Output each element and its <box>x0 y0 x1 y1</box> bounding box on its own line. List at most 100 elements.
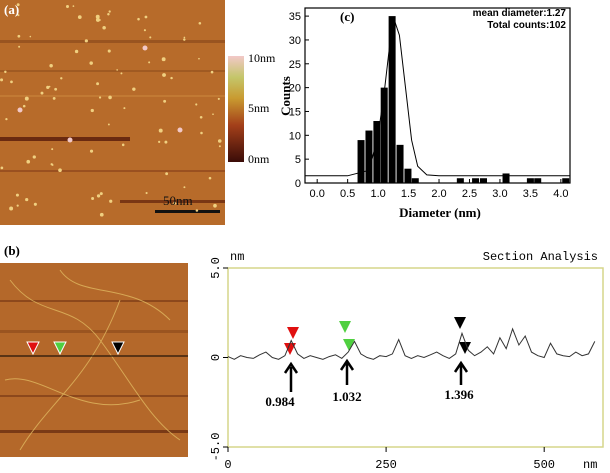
particle <box>116 69 118 71</box>
annotation: Total counts:102 <box>487 20 566 31</box>
plot-frame <box>304 7 571 184</box>
x-tick-label: 0.5 <box>340 188 355 200</box>
x-axis-label: Diameter (nm) <box>399 205 481 220</box>
particle <box>158 140 161 144</box>
particle <box>89 149 94 153</box>
particle <box>90 108 94 113</box>
particle <box>170 76 173 80</box>
bar <box>479 178 487 183</box>
y-axis-label: Counts <box>278 76 293 116</box>
annotation: mean diameter:1.27 <box>473 8 567 19</box>
y-tick-label: -5.0 <box>209 433 223 462</box>
particle <box>107 49 111 53</box>
profile-line <box>227 327 596 360</box>
panel-label: (b) <box>4 243 20 258</box>
x-tick-label: 0.0 <box>310 188 325 200</box>
particle <box>72 5 75 7</box>
scale-bar-label: 50nm <box>163 193 193 208</box>
particle <box>148 61 151 64</box>
particle <box>54 87 58 91</box>
particle <box>95 17 100 22</box>
y-tick-label: 0 <box>209 354 223 361</box>
y-tick-label: 5.0 <box>209 257 223 279</box>
particle <box>164 140 168 144</box>
cursors <box>283 317 471 392</box>
particle <box>99 192 103 196</box>
annotation: 1.032 <box>332 389 361 404</box>
particle <box>199 115 203 119</box>
afm-image-a <box>0 0 225 225</box>
particle <box>16 3 20 7</box>
particle <box>17 34 21 38</box>
panel-label: (c) <box>340 9 354 24</box>
particle <box>77 15 82 19</box>
particle <box>96 82 100 86</box>
plot-frame <box>227 267 604 448</box>
particle <box>183 36 186 39</box>
x-tick-label: 1.5 <box>401 188 416 200</box>
particle <box>142 45 148 51</box>
particle <box>212 113 214 116</box>
particle <box>50 163 53 166</box>
particle <box>144 15 148 19</box>
x-tick-label: 4.0 <box>553 188 568 200</box>
particle <box>162 73 166 77</box>
particle <box>108 95 112 100</box>
particle <box>145 191 148 195</box>
particle <box>200 131 203 135</box>
particle <box>89 61 93 65</box>
x-tick-label: 3.0 <box>492 188 507 200</box>
afm-image-b <box>0 263 188 457</box>
particle <box>74 49 79 54</box>
particle <box>52 96 56 100</box>
particle <box>48 85 51 88</box>
particle <box>51 148 54 151</box>
x-tick-label: 2.0 <box>431 188 446 200</box>
colorbar-label: 5nm <box>248 101 270 115</box>
colorbar <box>228 56 244 162</box>
particle <box>195 209 199 212</box>
y-tick-label: 35 <box>289 11 301 23</box>
particle <box>208 176 212 180</box>
x-tick-label: 1.0 <box>370 188 385 200</box>
particle <box>18 45 21 48</box>
particle <box>16 204 19 207</box>
particle <box>67 137 73 143</box>
x-tick-label: 0 <box>224 458 231 472</box>
particle <box>120 72 123 75</box>
particle <box>32 155 36 159</box>
bar <box>380 87 388 183</box>
particle <box>177 127 183 133</box>
particle <box>210 70 214 74</box>
colorbar-label: 10nm <box>248 51 276 65</box>
particle <box>60 77 63 80</box>
particle <box>183 38 186 41</box>
particle <box>165 172 169 176</box>
particle <box>198 21 202 25</box>
fit-line <box>305 19 570 177</box>
x-unit: nm <box>583 458 597 472</box>
particle <box>26 159 31 164</box>
particle <box>143 29 146 32</box>
particle <box>218 145 221 148</box>
y-tick-label: 10 <box>289 130 301 142</box>
bar <box>456 178 464 183</box>
bar <box>562 178 570 183</box>
bar <box>388 16 396 184</box>
particle <box>4 70 7 74</box>
y-tick-label: 25 <box>289 59 301 71</box>
bar <box>502 173 510 183</box>
particle <box>108 10 111 13</box>
particle <box>217 139 222 143</box>
particle <box>132 87 136 91</box>
x-tick-label: 2.5 <box>462 188 477 200</box>
annotation: 1.396 <box>444 387 474 402</box>
particle <box>121 143 125 147</box>
particle <box>217 97 220 101</box>
particle <box>49 63 53 68</box>
x-tick-label: 500 <box>533 458 555 472</box>
bar <box>396 144 404 183</box>
particle <box>99 212 104 217</box>
bar <box>357 140 365 183</box>
